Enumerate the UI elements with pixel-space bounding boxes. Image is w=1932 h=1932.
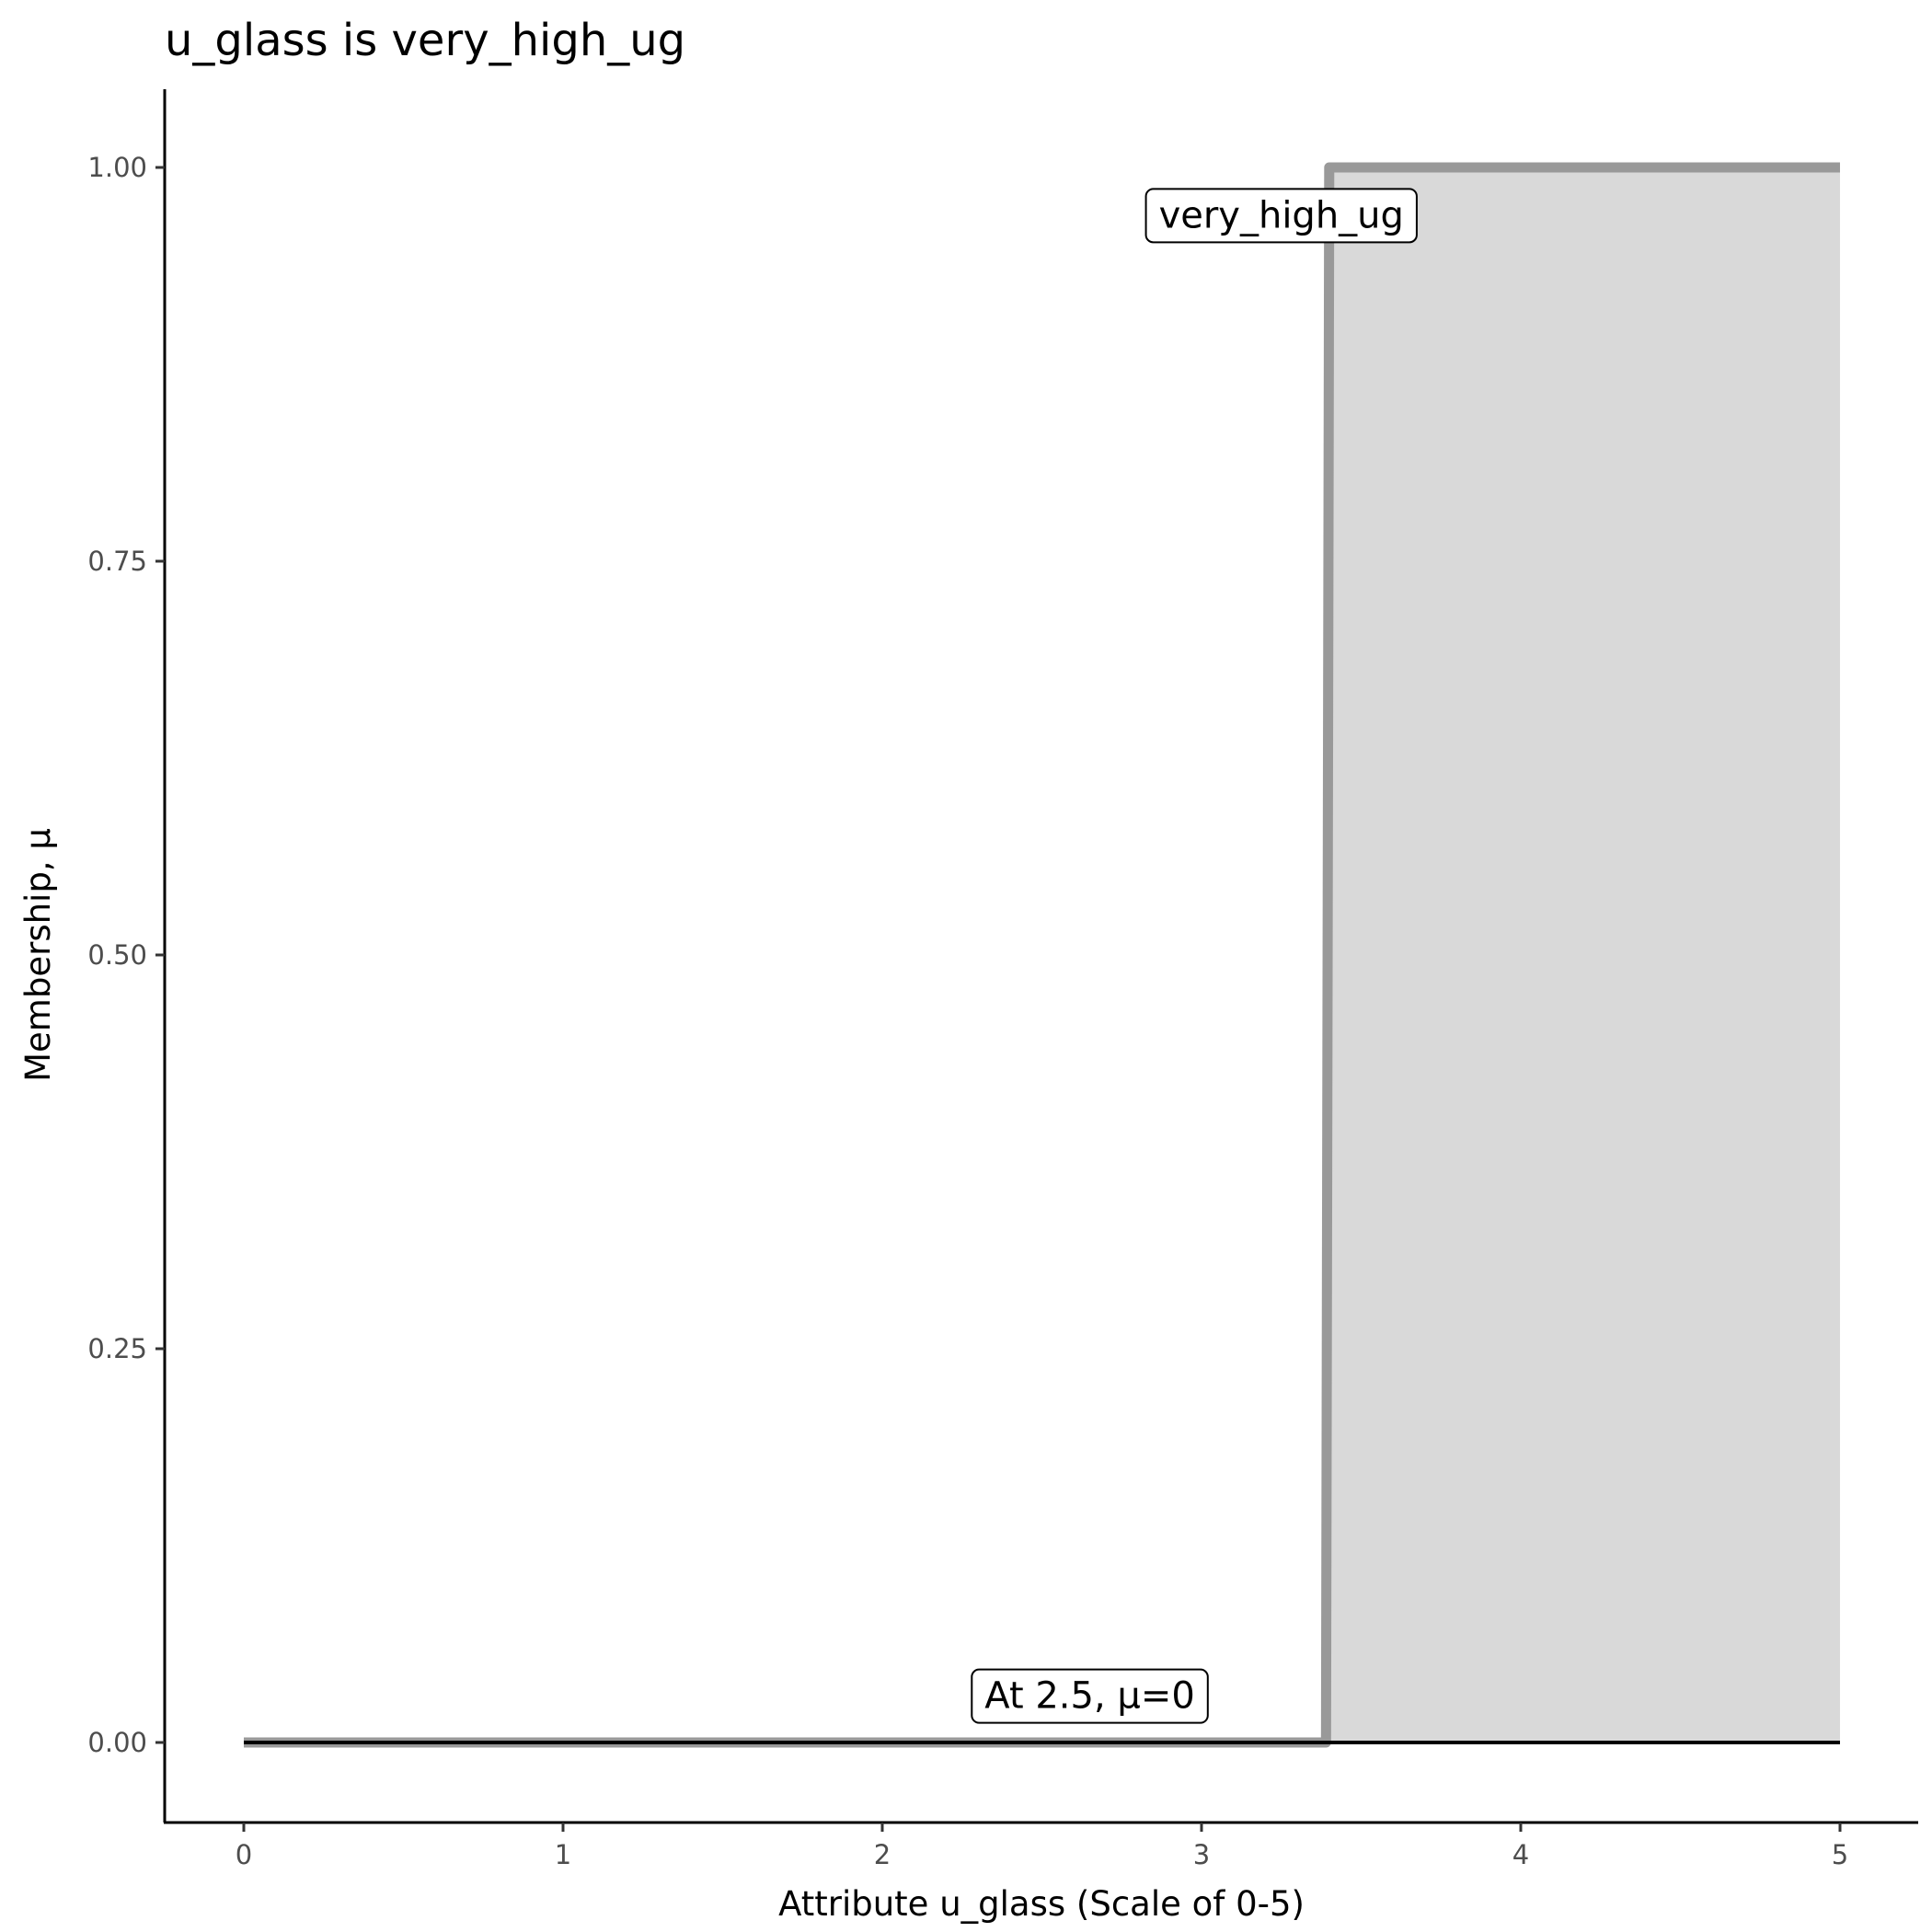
x-tick-label: 3 bbox=[1193, 1839, 1210, 1870]
annotation-text: At 2.5, μ=0 bbox=[984, 1675, 1195, 1718]
plot-area: very_high_ug At 2.5, μ=0 bbox=[244, 162, 1840, 1748]
y-tick-label: 0.00 bbox=[87, 1727, 147, 1758]
y-tick-label: 0.50 bbox=[87, 939, 147, 971]
x-tick-label: 0 bbox=[236, 1839, 252, 1870]
y-tick-label: 0.25 bbox=[87, 1333, 147, 1364]
chart-title: u_glass is very_high_ug bbox=[165, 15, 685, 66]
annotation-label: At 2.5, μ=0 bbox=[971, 1668, 1209, 1724]
annotation-box bbox=[971, 1668, 1209, 1724]
x-tick-label: 2 bbox=[874, 1839, 891, 1870]
x-tick-label: 5 bbox=[1832, 1839, 1848, 1870]
x-tick-label: 4 bbox=[1512, 1839, 1529, 1870]
y-tick-label: 1.00 bbox=[87, 152, 147, 183]
annotation-text: very_high_ug bbox=[1159, 194, 1404, 236]
x-tick-label: 1 bbox=[555, 1839, 571, 1870]
annotation-box bbox=[1144, 188, 1418, 244]
y-axis-title: Membership, μ bbox=[18, 828, 58, 1082]
annotation-label: very_high_ug bbox=[1144, 188, 1418, 244]
y-tick-label: 0.75 bbox=[87, 546, 147, 577]
x-axis-title: Attribute u_glass (Scale of 0-5) bbox=[778, 1884, 1305, 1924]
membership-area bbox=[244, 167, 1840, 1742]
